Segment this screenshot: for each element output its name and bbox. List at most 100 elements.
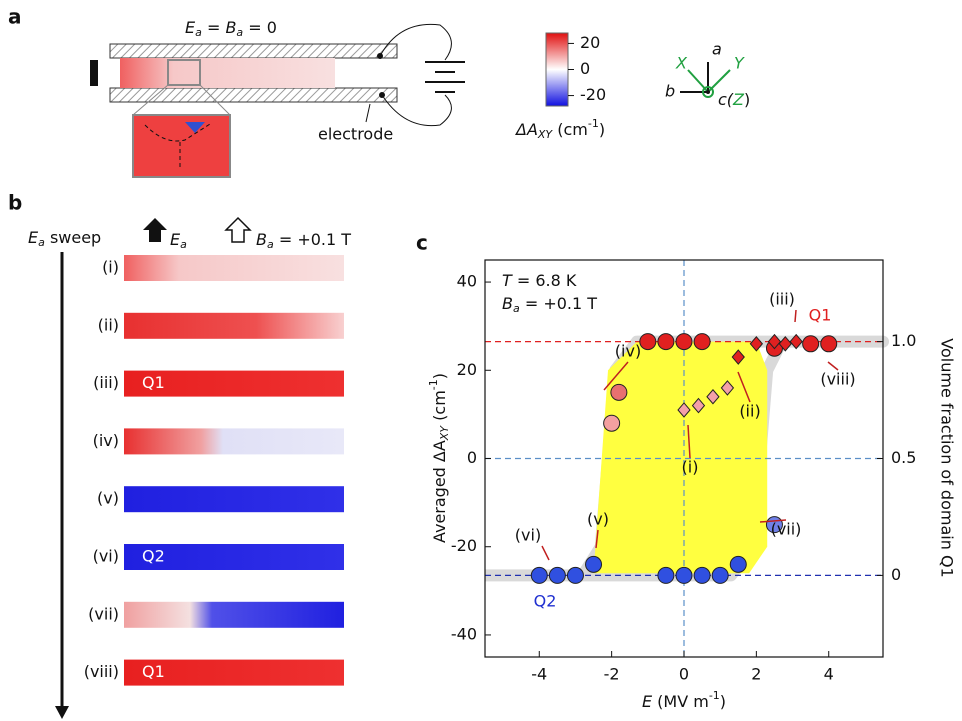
t: ΔA [514,120,538,139]
x-tick-label: 4 [824,665,834,684]
y-tick-label: -20 [451,536,477,555]
point-label: (ii) [739,402,760,421]
electrode [110,44,397,58]
t: c( [718,90,734,109]
domain-label: Q1 [142,662,165,681]
y2-tick-label: 1.0 [891,331,916,350]
t: -1 [709,689,720,702]
strip [124,428,344,454]
zoom-image [133,115,230,177]
point [658,567,674,583]
point-label: (i) [682,458,699,477]
strips: (i)(ii)(iii)Q1(iv)(v)(vi)Q2(vii)(viii)Q1 [84,255,344,686]
t: a [180,238,187,251]
t: = 0 [243,18,277,37]
y2-tick-label: 0 [891,565,901,584]
strip [124,486,344,512]
t: XY [537,128,554,141]
point-label: (vii) [771,520,802,539]
crystal-axes: a b X Y c(Z) [665,40,750,109]
domain-label: Q1 [142,373,165,392]
row-label: (ii) [98,315,119,334]
t: B [225,18,236,37]
condition: Ea = Ba = 0 [185,18,277,40]
axis-name: X [675,54,688,73]
y-axis-label: Averaged ΔAXY (cm-1) [427,373,451,543]
hysteresis-area [594,342,768,574]
y-tick-label: 20 [457,360,477,379]
t: sweep [45,228,101,247]
x-tick-label: 2 [751,665,761,684]
axis-name: b [665,82,675,101]
row-label: (viii) [84,662,119,681]
t: (MV m [652,692,709,711]
point-label: (iv) [615,342,641,361]
row-label: (v) [97,489,119,508]
point [694,567,710,583]
y-tick-label: -40 [451,624,477,643]
panel-label: a [8,5,22,29]
point [604,415,620,431]
t: -1 [588,117,599,130]
figure: a Ea = Ba = 0 electrode ΔAXY (cm-1) a b … [0,0,962,721]
field-arrow [143,218,167,242]
point [676,334,692,350]
t: ) [599,120,605,139]
point-label: (viii) [820,370,855,389]
point [586,556,602,572]
scale-bar [90,60,98,86]
t: ) [430,373,449,379]
row-label: (iii) [93,373,119,392]
t: B [502,294,513,313]
point [611,384,627,400]
annotation: Ba = +0.1 T [502,294,597,316]
field-arrow [226,218,250,242]
y-tick-label: 40 [457,272,477,291]
field-e: Ea [170,230,187,252]
t: (cm [430,390,449,426]
colorbar-tick-label: -20 [580,85,606,104]
point [676,567,692,583]
t: = +0.1 T [274,230,352,249]
point [694,334,710,350]
strip [124,602,344,628]
point [549,567,565,583]
t: = +0.1 T [520,294,598,313]
colorbar [546,33,568,106]
y-tick-label: 0 [467,448,477,467]
t: ) [744,90,750,109]
annotation: T = 6.8 K [502,271,577,290]
leader [366,104,370,122]
leader-line [542,546,549,560]
domain-label: Q2 [142,547,165,566]
y2-tick-label: 0.5 [891,448,916,467]
row-label: (vii) [88,604,119,623]
t: ) [720,692,726,711]
point [531,567,547,583]
colorbar-tick-label: 20 [580,33,600,52]
point-label: Q1 [809,306,832,325]
leader-line [795,310,796,322]
t: -1 [427,379,440,390]
electrode [110,88,397,102]
crystal [120,58,335,88]
colorbar-label: ΔAXY (cm-1) [514,117,605,141]
point [567,567,583,583]
panel-label: b [8,191,22,215]
strip [124,313,344,339]
t: = 6.8 K [512,271,577,290]
t: (cm [552,120,588,139]
point [803,336,819,352]
field-b: Ba = +0.1 T [256,230,351,252]
x-tick-label: -2 [604,665,620,684]
y2-axis-label: Volume fraction of domain Q1 [938,338,957,577]
axis-name: c(Z) [718,90,750,109]
t: Averaged ΔA [430,440,449,543]
t: XY [438,425,451,442]
point-label: Q2 [534,592,557,611]
point [712,567,728,583]
axis-out [706,90,710,94]
row-label: (vi) [93,547,119,566]
point-label: (v) [587,510,609,529]
